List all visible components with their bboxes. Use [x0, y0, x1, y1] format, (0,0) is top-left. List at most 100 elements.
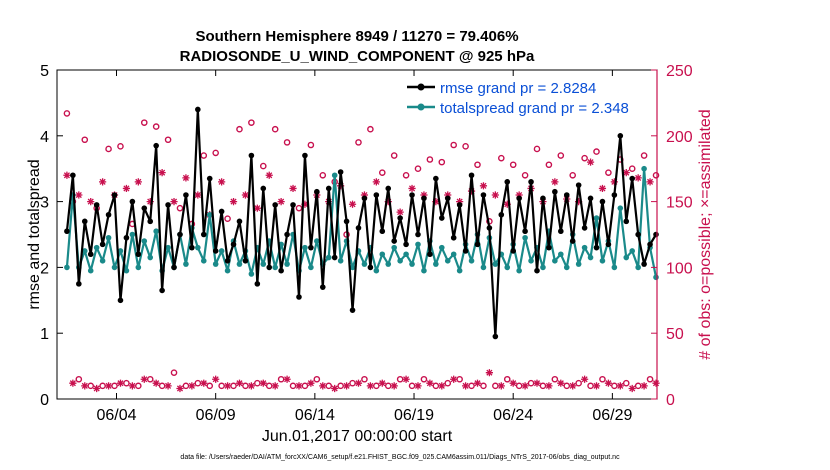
possible-point [384, 382, 392, 390]
assimilated-point [164, 382, 172, 390]
rmse-point [391, 238, 397, 244]
totalspread-point [438, 244, 445, 251]
assimilated-point [116, 379, 125, 387]
rmse-point [308, 244, 314, 251]
assimilated-point [218, 178, 226, 186]
assimilated-point [473, 379, 482, 387]
rmse-point [242, 258, 249, 264]
totalspread-point [415, 241, 421, 248]
assimilated-point [378, 379, 386, 387]
assimilated-point [491, 191, 499, 199]
assimilated-point [146, 198, 154, 206]
chart-title-line2: RADIOSONDE_U_WIND_COMPONENT @ 925 hPa [180, 48, 535, 65]
assimilated-point [104, 382, 113, 390]
possible-point [539, 382, 547, 390]
totalspread-point [629, 248, 636, 254]
x-tick-label: 06/04 [96, 407, 136, 424]
assimilated-point [634, 174, 642, 182]
totalspread-point [450, 251, 457, 258]
assimilated-point [93, 384, 101, 393]
assimilated-point [283, 375, 291, 383]
y-left-tick-label: 2 [40, 260, 49, 277]
x-tick-label: 06/29 [592, 407, 632, 424]
possible-point [551, 375, 559, 383]
rmse-point [218, 208, 225, 215]
totalspread-point [361, 261, 368, 267]
rmse-point [266, 264, 273, 271]
rmse-point [373, 192, 380, 198]
assimilated-point [461, 382, 470, 390]
possible-point [170, 369, 178, 376]
possible-point [277, 375, 285, 383]
rmse-point [224, 258, 231, 264]
footnote: data file: /Users/raeder/DAI/ATM_forcXX/… [180, 454, 620, 461]
possible-point [474, 161, 481, 169]
legend: rmse grand pr = 2.8284 totalspread grand… [407, 80, 629, 117]
possible-point [176, 204, 184, 212]
rmse-point [195, 106, 201, 113]
possible-point [81, 136, 89, 144]
rmse-point [87, 251, 94, 258]
legend-rmse-marker [417, 83, 425, 91]
totalspread-point [165, 244, 171, 251]
rmse-point [587, 195, 594, 202]
totalspread-point [563, 264, 570, 271]
possible-point [503, 375, 511, 383]
totalspread-point [224, 267, 231, 274]
rmse-point [296, 294, 302, 300]
possible-point [206, 382, 214, 390]
assimilated-point [277, 198, 285, 206]
assimilated-point [581, 375, 589, 383]
rmse-point [510, 248, 516, 254]
rmse-point [105, 211, 112, 218]
rmse-point [647, 241, 653, 248]
rmse-point [569, 238, 576, 244]
possible-point [605, 169, 612, 176]
assimilated-point [444, 191, 452, 199]
assimilated-point [408, 184, 416, 193]
totalspread-point [558, 251, 564, 258]
totalspread-point [284, 261, 290, 267]
rmse-point [379, 228, 386, 235]
y-axis-left-label: rmse and totalspread [26, 159, 43, 309]
rmse-line [65, 108, 657, 338]
possible-point [307, 141, 315, 149]
assimilated-point [87, 198, 95, 206]
totalspread-point [135, 264, 142, 271]
possible-point [593, 148, 600, 155]
rmse-point [171, 264, 177, 271]
assimilated-point [533, 379, 541, 387]
possible-point [337, 382, 344, 390]
possible-point [236, 125, 243, 133]
rmse-point [444, 195, 451, 202]
possible-point [432, 382, 440, 390]
assimilated-point [515, 191, 523, 199]
x-tick-label: 06/19 [394, 407, 434, 424]
assimilated-point [640, 382, 648, 390]
rmse-point [70, 172, 76, 179]
assimilated-point [152, 379, 160, 387]
assimilated-point [652, 379, 660, 387]
assimilated-point [354, 379, 363, 387]
rmse-point [534, 267, 540, 274]
possible-point [254, 379, 261, 387]
totalspread-point [391, 244, 397, 251]
assimilated-point [575, 198, 583, 206]
possible-point [283, 139, 291, 146]
rmse-point [337, 169, 344, 175]
assimilated-point [342, 382, 351, 390]
assimilated-point [235, 379, 244, 387]
possible-point [408, 382, 416, 390]
possible-point [628, 165, 636, 172]
possible-point [259, 162, 267, 170]
totalspread-point [183, 261, 189, 267]
assimilated-point [241, 191, 250, 199]
rmse-point [159, 287, 165, 294]
plot-series [63, 106, 660, 393]
totalspread-point [635, 264, 641, 271]
totalspread-point [552, 258, 558, 264]
y-left-tick-label: 1 [40, 326, 49, 343]
totalspread-point [99, 258, 106, 264]
assimilated-point [348, 200, 357, 208]
rmse-point [522, 228, 528, 235]
